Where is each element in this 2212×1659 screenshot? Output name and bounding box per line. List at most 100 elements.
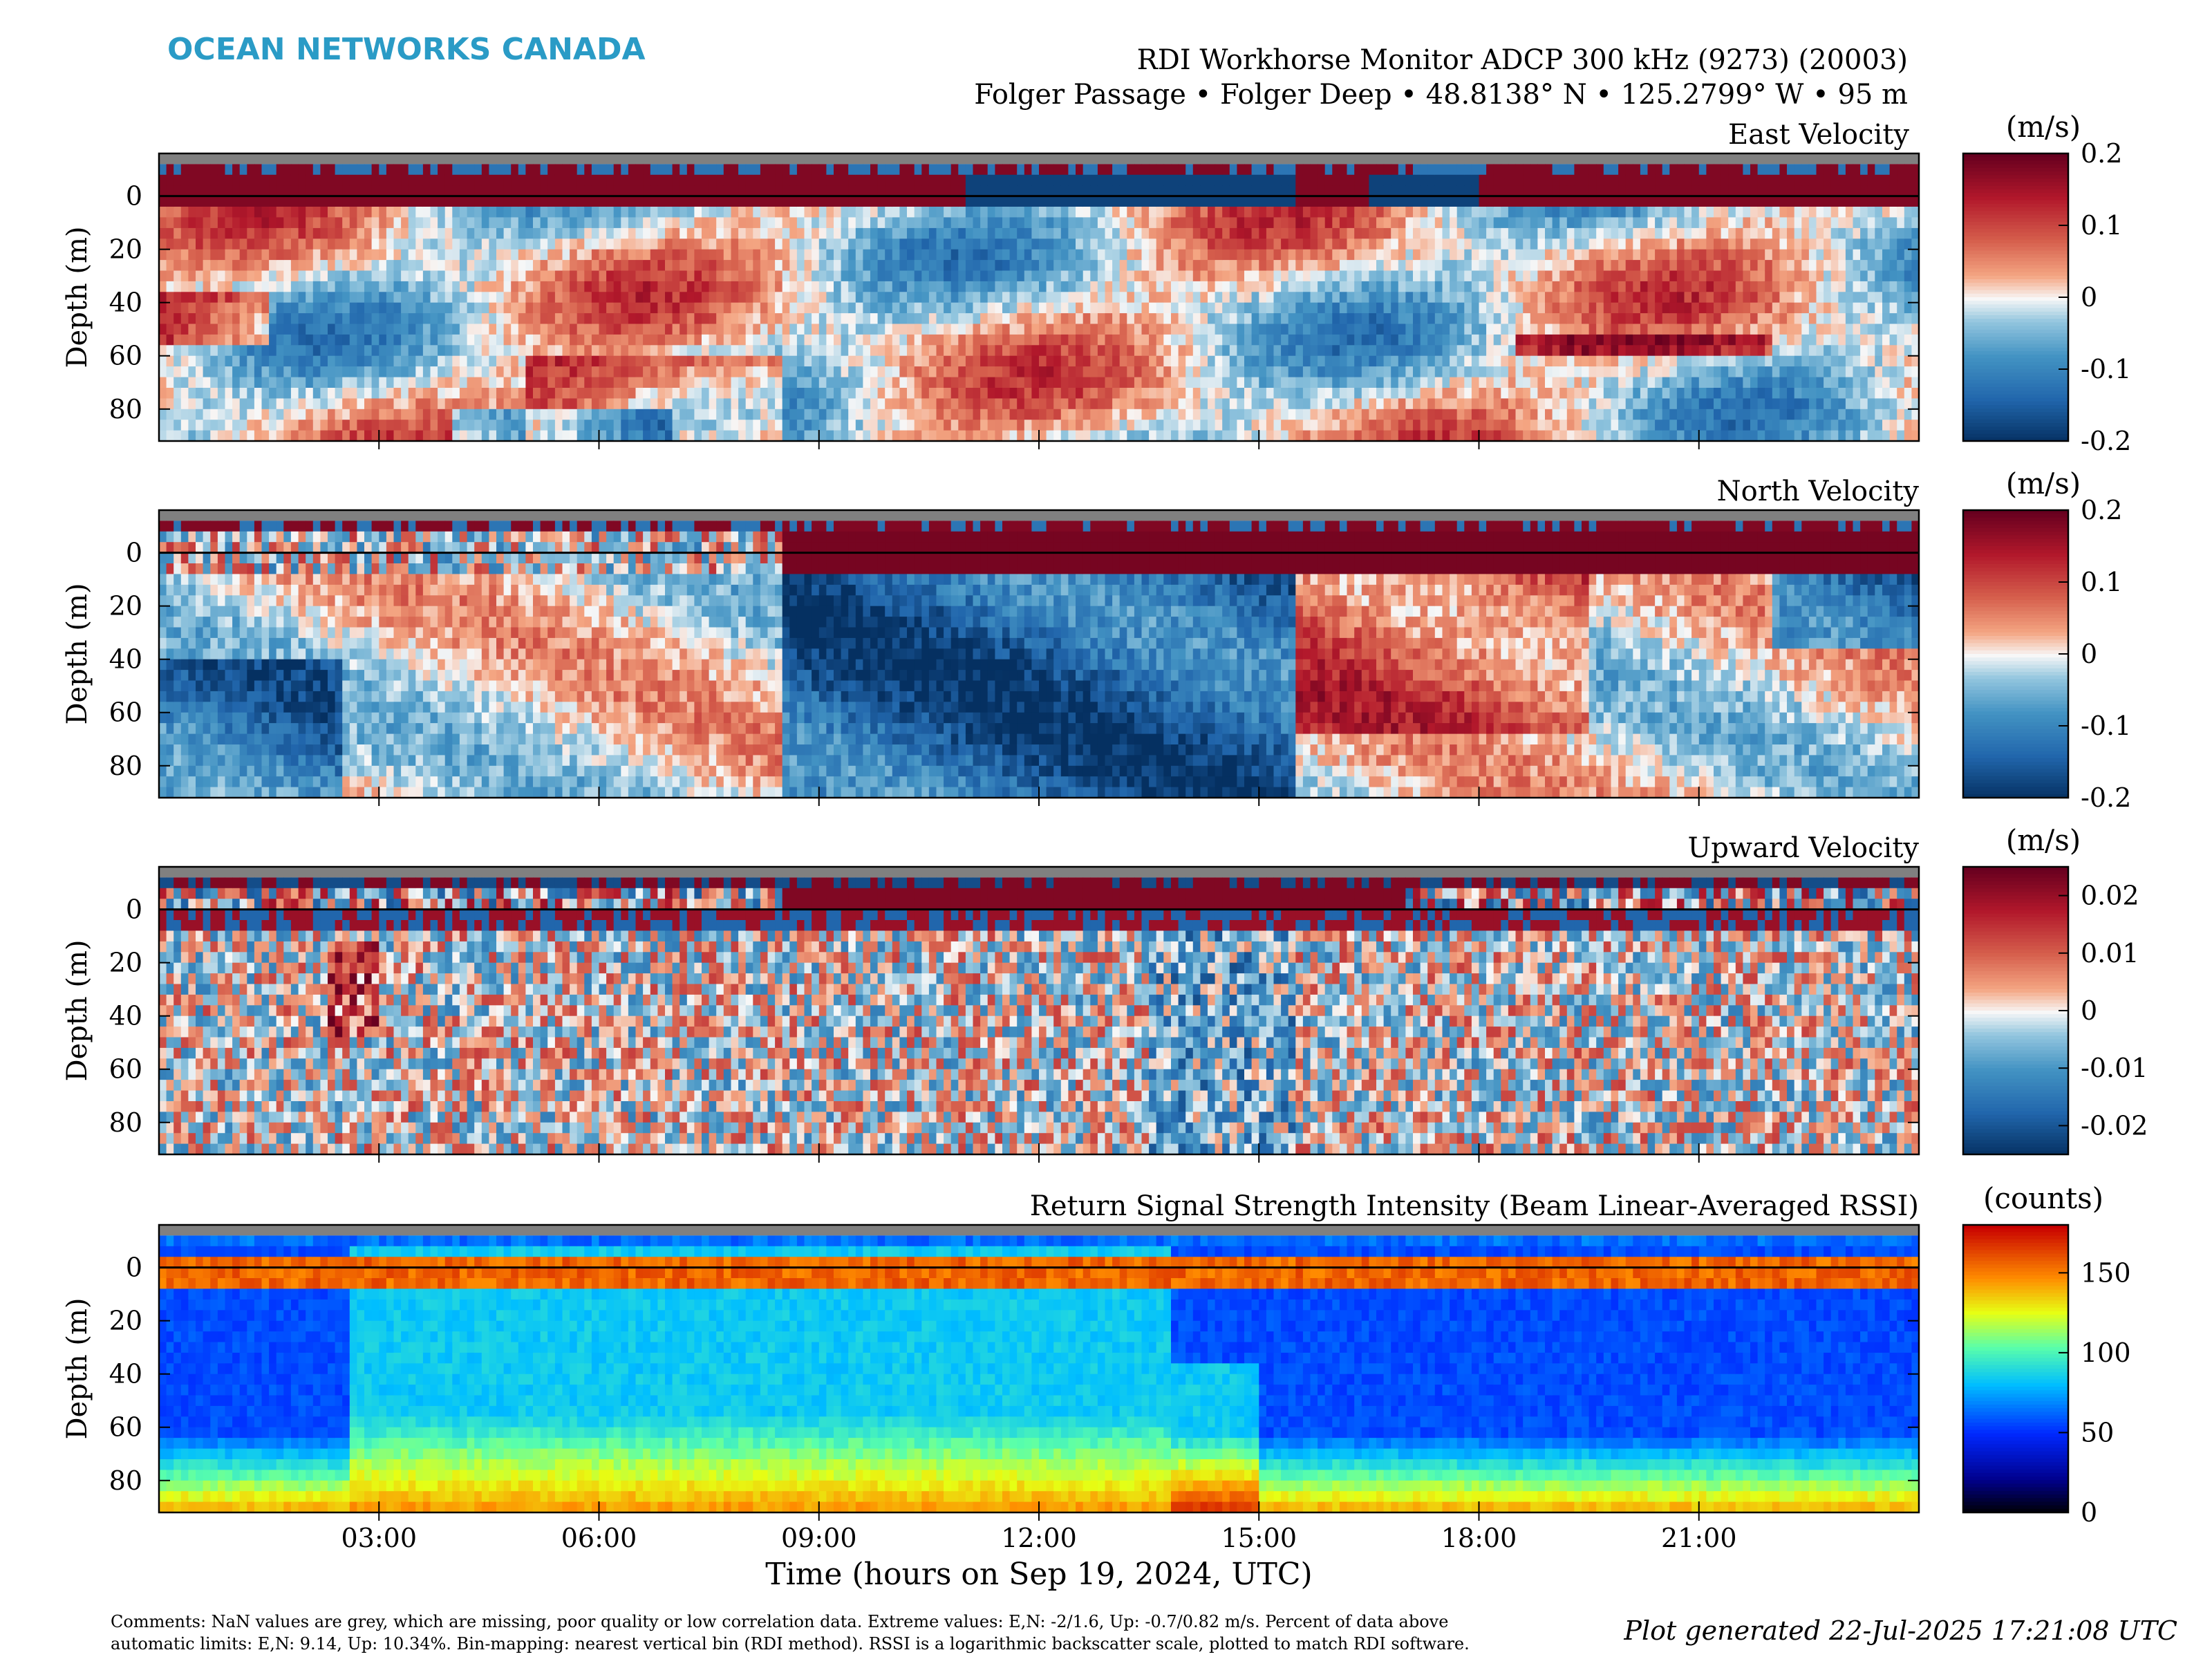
heatmap-cell bbox=[239, 260, 247, 272]
heatmap-cell bbox=[239, 249, 247, 261]
heatmap-cell bbox=[1442, 270, 1450, 282]
heatmap-cell bbox=[261, 334, 270, 346]
heatmap-cell bbox=[1134, 324, 1143, 335]
heatmap-cell bbox=[1427, 377, 1436, 388]
heatmap-cell bbox=[496, 355, 505, 367]
heatmap-cell bbox=[239, 292, 247, 303]
heatmap-cell bbox=[540, 430, 548, 442]
heatmap-cell bbox=[1486, 196, 1494, 207]
heatmap-cell bbox=[1039, 324, 1047, 335]
heatmap-cell bbox=[1310, 238, 1318, 250]
heatmap-cell bbox=[474, 164, 482, 176]
heatmap-cell bbox=[1119, 196, 1127, 207]
heatmap-cell bbox=[1031, 302, 1040, 314]
heatmap-cell bbox=[1097, 345, 1106, 357]
heatmap-cell bbox=[1046, 420, 1054, 431]
heatmap-cell bbox=[298, 238, 306, 250]
heatmap-cell bbox=[1273, 174, 1282, 186]
heatmap-cell bbox=[1024, 292, 1032, 303]
heatmap-cell bbox=[438, 366, 446, 378]
heatmap-cell bbox=[1046, 227, 1054, 239]
heatmap-cell bbox=[1060, 355, 1069, 367]
heatmap-cell bbox=[650, 302, 658, 314]
heatmap-cell bbox=[1310, 249, 1318, 261]
heatmap-cell bbox=[1288, 227, 1296, 239]
heatmap-cell bbox=[562, 313, 570, 325]
heatmap-cell bbox=[1420, 377, 1428, 388]
heatmap-cell bbox=[591, 302, 600, 314]
heatmap-cell bbox=[1339, 207, 1348, 218]
heatmap-cell bbox=[782, 238, 790, 250]
heatmap-cell bbox=[349, 388, 357, 399]
heatmap-cell bbox=[665, 281, 673, 292]
heatmap-cell bbox=[694, 260, 702, 272]
heatmap-cell bbox=[782, 430, 790, 442]
heatmap-cell bbox=[1361, 292, 1369, 303]
heatmap-cell bbox=[1208, 345, 1216, 357]
heatmap-cell bbox=[591, 281, 600, 292]
heatmap-cell bbox=[1369, 398, 1377, 410]
heatmap-cell bbox=[1537, 302, 1546, 314]
heatmap-cell bbox=[643, 217, 651, 229]
heatmap-cell bbox=[841, 174, 849, 186]
heatmap-cell bbox=[1266, 398, 1275, 410]
heatmap-cell bbox=[489, 366, 497, 378]
heatmap-cell bbox=[1185, 313, 1194, 325]
heatmap-cell bbox=[1347, 292, 1355, 303]
heatmap-cell bbox=[1192, 377, 1201, 388]
heatmap-cell bbox=[834, 345, 842, 357]
heatmap-cell bbox=[1361, 227, 1369, 239]
heatmap-cell bbox=[936, 345, 944, 357]
heatmap-cell bbox=[159, 196, 167, 207]
heatmap-cell bbox=[767, 174, 776, 186]
heatmap-cell bbox=[723, 270, 731, 282]
heatmap-cell bbox=[1017, 292, 1025, 303]
heatmap-cell bbox=[254, 207, 263, 218]
heatmap-cell bbox=[804, 185, 812, 197]
heatmap-cell bbox=[760, 281, 769, 292]
heatmap-cell bbox=[1288, 334, 1296, 346]
heatmap-cell bbox=[812, 398, 820, 410]
heatmap-cell bbox=[342, 174, 350, 186]
heatmap-cell bbox=[1434, 292, 1443, 303]
heatmap-cell bbox=[775, 334, 783, 346]
heatmap-cell bbox=[1376, 238, 1385, 250]
heatmap-cell bbox=[606, 355, 615, 367]
heatmap-cell bbox=[217, 281, 226, 292]
heatmap-cell bbox=[188, 334, 196, 346]
heatmap-cell bbox=[1076, 217, 1084, 229]
heatmap-cell bbox=[877, 260, 885, 272]
heatmap-cell bbox=[621, 388, 629, 399]
heatmap-cell bbox=[496, 430, 505, 442]
heatmap-cell bbox=[1523, 196, 1531, 207]
heatmap-cell bbox=[804, 420, 812, 431]
heatmap-cell bbox=[349, 377, 357, 388]
heatmap-cell bbox=[1302, 164, 1311, 176]
heatmap-cell bbox=[848, 260, 856, 272]
heatmap-cell bbox=[239, 164, 247, 176]
heatmap-cell bbox=[1479, 164, 1487, 176]
heatmap-cell bbox=[921, 164, 930, 176]
heatmap-cell bbox=[841, 281, 849, 292]
heatmap-cell bbox=[1332, 227, 1340, 239]
heatmap-cell bbox=[496, 217, 505, 229]
heatmap-cell bbox=[789, 398, 798, 410]
heatmap-cell bbox=[1273, 260, 1282, 272]
heatmap-cell bbox=[731, 366, 739, 378]
heatmap-cell bbox=[1156, 207, 1164, 218]
heatmap-cell bbox=[1442, 260, 1450, 272]
heatmap-cell bbox=[180, 238, 189, 250]
heatmap-cell bbox=[1501, 270, 1509, 282]
heatmap-cell bbox=[349, 260, 357, 272]
heatmap-cell bbox=[672, 366, 680, 378]
heatmap-cell bbox=[1288, 302, 1296, 314]
heatmap-cell bbox=[393, 185, 402, 197]
heatmap-cell bbox=[841, 313, 849, 325]
heatmap-cell bbox=[562, 324, 570, 335]
heatmap-cell bbox=[290, 227, 299, 239]
heatmap-cell bbox=[1479, 345, 1487, 357]
heatmap-cell bbox=[628, 260, 637, 272]
heatmap-cell bbox=[855, 249, 863, 261]
heatmap-cell bbox=[1185, 217, 1194, 229]
heatmap-cell bbox=[269, 249, 277, 261]
